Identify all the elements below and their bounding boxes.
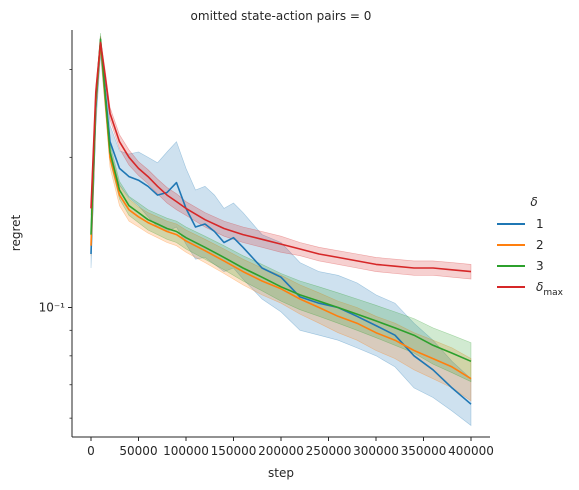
- legend-label: 2: [536, 238, 544, 252]
- series-band: [90, 36, 472, 402]
- y-axis-ticks: 10⁻¹: [39, 69, 72, 419]
- plot-area: [90, 32, 472, 427]
- series-line: [90, 41, 472, 273]
- y-axis-label: regret: [9, 214, 23, 251]
- x-tick-label: 250000: [306, 444, 352, 458]
- y-tick-label: 10⁻¹: [39, 300, 66, 314]
- legend-label: 1: [536, 217, 544, 231]
- series-lines: [90, 38, 472, 405]
- x-tick-label: 150000: [211, 444, 257, 458]
- x-tick-label: 350000: [401, 444, 447, 458]
- legend: δ 1 2 3 δmax: [497, 195, 564, 298]
- x-tick-label: 400000: [448, 444, 494, 458]
- chart-title: omitted state-action pairs = 0: [191, 9, 372, 23]
- x-tick-label: 300000: [353, 444, 399, 458]
- series-line: [90, 38, 472, 363]
- legend-title: δ: [530, 195, 537, 209]
- x-tick-label: 100000: [163, 444, 209, 458]
- x-tick-label: 0: [87, 444, 95, 458]
- confidence-bands: [90, 32, 472, 427]
- series-line: [90, 41, 472, 380]
- x-tick-label: 200000: [258, 444, 304, 458]
- series-band: [90, 32, 472, 383]
- legend-label: δmax: [536, 280, 564, 298]
- x-axis-label: step: [268, 466, 294, 480]
- series-band: [90, 37, 472, 280]
- x-tick-label: 50000: [119, 444, 157, 458]
- series-line: [90, 41, 472, 405]
- x-axis-ticks: 0 50000 100000 150000 200000 250000 300000 3500…: [87, 437, 494, 458]
- legend-label: 3: [536, 259, 544, 273]
